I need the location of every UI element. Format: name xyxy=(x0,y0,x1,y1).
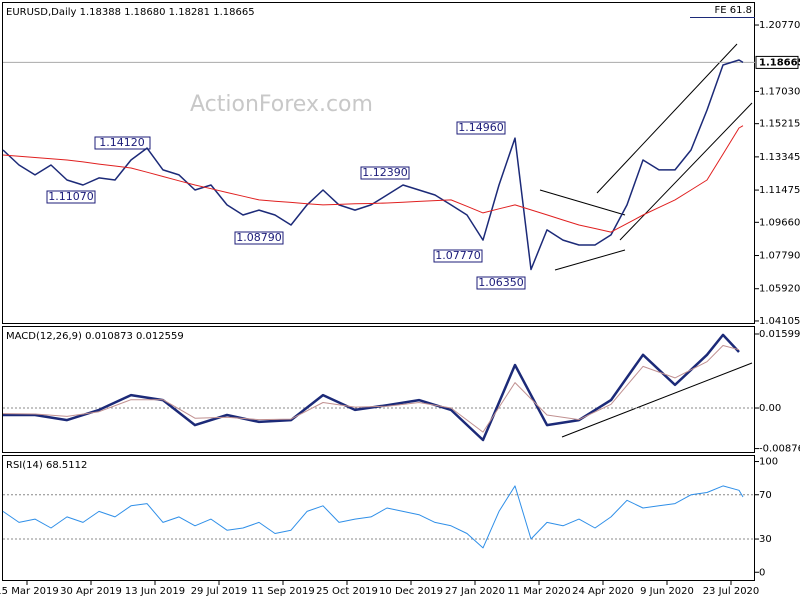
x-tick-label: 15 Mar 2019 xyxy=(0,586,59,597)
y-tick-label: 30 xyxy=(759,534,772,545)
watermark: ActionForex.com xyxy=(190,92,373,117)
annotation: 1.14120 xyxy=(94,136,151,150)
y-tick-label: 1.17030 xyxy=(759,86,800,97)
fibo-label: FE 61.8 xyxy=(714,5,752,16)
last-price-box xyxy=(755,55,799,69)
x-tick-label: 29 Jul 2019 xyxy=(191,586,248,597)
x-tick-label: 11 Sep 2019 xyxy=(251,586,314,597)
y-tick-label: 70 xyxy=(759,490,772,501)
y-tick-label: 1.07790 xyxy=(759,251,800,262)
y-tick-label: -0.00876 xyxy=(759,444,800,455)
series-line xyxy=(3,333,740,442)
annotation: 1.14960 xyxy=(456,121,506,135)
panel-title: EURUSD,Daily 1.18388 1.18680 1.18281 1.1… xyxy=(6,7,255,18)
y-tick-label: 1.04105 xyxy=(759,316,800,327)
y-tick-label: 1.11475 xyxy=(759,185,800,196)
y-tick-label: 1.05920 xyxy=(759,284,800,295)
x-tick-label: 23 Jul 2020 xyxy=(703,586,760,597)
x-tick-label: 24 Apr 2020 xyxy=(572,586,634,597)
macd-panel xyxy=(2,326,755,453)
x-tick-label: 30 Apr 2019 xyxy=(60,586,122,597)
annotation-label: 1.06350 xyxy=(478,276,524,289)
y-tick-label: 1.09660 xyxy=(759,217,800,228)
annotation: 1.08790 xyxy=(234,231,284,245)
x-tick-label: 11 Mar 2020 xyxy=(507,586,570,597)
y-tick-label: 0.015991 xyxy=(759,329,800,340)
series-line xyxy=(2,345,740,433)
x-tick-label: 27 Jan 2020 xyxy=(445,586,505,597)
series-line xyxy=(2,125,744,233)
annotation-label: 1.14960 xyxy=(458,121,504,134)
channel-upper xyxy=(596,43,738,194)
annotation: 1.11070 xyxy=(46,190,96,204)
y-tick-label: 0 xyxy=(759,567,765,578)
x-tick-label: 10 Dec 2019 xyxy=(379,586,443,597)
rsi-panel xyxy=(2,455,755,581)
y-tick-label: 1.20770 xyxy=(759,20,800,31)
series-line xyxy=(2,485,744,549)
annotation: 1.06350 xyxy=(476,276,526,290)
price-panel xyxy=(2,2,755,324)
y-tick-label: 1.13345 xyxy=(759,152,800,163)
x-tick-label: 25 Oct 2019 xyxy=(316,586,378,597)
channel-lower xyxy=(619,102,753,241)
y-tick-label: 1.15215 xyxy=(759,119,800,130)
panel-title: MACD(12,26,9) 0.010873 0.012559 xyxy=(6,331,184,342)
series-line xyxy=(2,59,744,271)
y-tick-label: 0.00 xyxy=(759,403,781,414)
y-tick-label: 100 xyxy=(759,457,778,468)
annotation-label: 1.08790 xyxy=(236,231,282,244)
annotation-label: 1.11070 xyxy=(48,190,94,203)
panel-title: RSI(14) 68.5112 xyxy=(6,460,87,471)
last-price-label: 1.18665 xyxy=(759,57,800,68)
annotation: 1.12390 xyxy=(360,166,410,180)
annotation: 1.07770 xyxy=(433,249,483,263)
triangle-lower xyxy=(554,249,626,271)
annotation-label: 1.07770 xyxy=(435,249,481,262)
x-tick-label: 9 Jun 2020 xyxy=(640,586,694,597)
x-tick-label: 13 Jun 2019 xyxy=(125,586,185,597)
annotation-label: 1.12390 xyxy=(362,166,408,179)
annotation-label: 1.14120 xyxy=(99,136,145,149)
macd-trendline xyxy=(561,362,753,438)
triangle-upper xyxy=(539,189,626,216)
